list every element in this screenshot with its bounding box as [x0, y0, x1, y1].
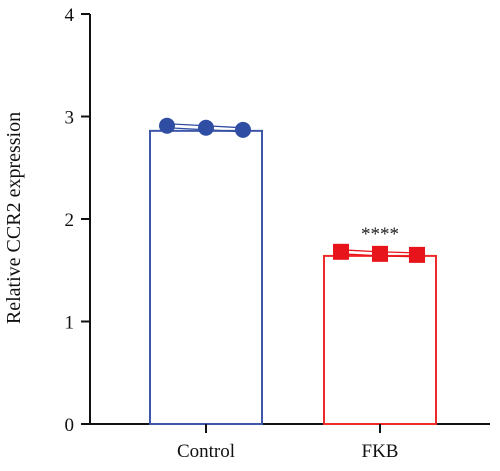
point-marker-circle	[198, 119, 214, 136]
y-tick-label: 4	[65, 5, 75, 26]
point-marker-square	[372, 245, 388, 262]
point-marker-circle	[235, 121, 251, 138]
point-marker-square	[333, 243, 349, 260]
point-marker-square	[409, 246, 425, 263]
data-points	[159, 117, 425, 263]
x-tick-labels: Control FKB	[177, 424, 399, 462]
y-tick-label: 2	[65, 210, 75, 231]
y-tick-label: 3	[65, 108, 75, 129]
bar-fkb	[323, 254, 437, 425]
x-tick-label: FKB	[362, 441, 399, 462]
significance-label: ****	[361, 224, 399, 245]
bars	[149, 129, 437, 425]
y-tick-label: 0	[65, 415, 75, 436]
point-marker-circle	[159, 117, 175, 134]
annotations: ****	[361, 224, 399, 245]
y-tick-label: 1	[65, 313, 75, 334]
y-axis-label: Relative CCR2 expression	[3, 112, 25, 324]
x-tick-label: Control	[177, 441, 235, 462]
bar-control	[149, 129, 263, 425]
y-ticks: 0 1 2 3 4	[65, 5, 90, 436]
